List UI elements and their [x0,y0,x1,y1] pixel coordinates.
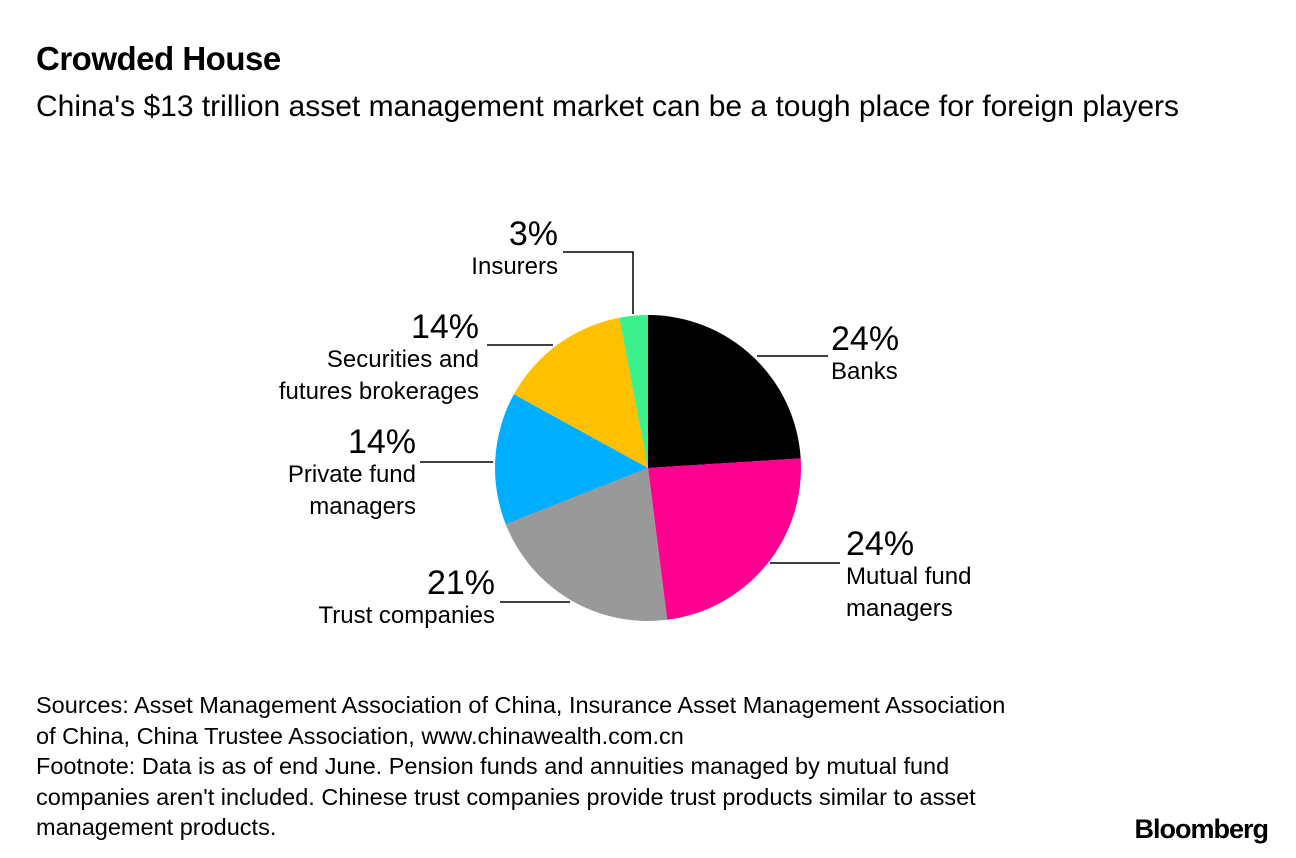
pie-slice [495,394,648,525]
leader-line [563,251,634,314]
category-label: Securities and futures brokerages [278,346,479,405]
category-label: Private fund managers [287,461,416,520]
value-label: 24% [846,525,915,563]
slice-label: 24% Banks [831,322,899,388]
value-label: 3% [508,215,558,253]
slice-label: 21% Trust companies [318,566,495,632]
value-label: 24% [831,320,900,358]
slice-label: 3% Insurers [471,217,558,283]
category-label: Mutual fund managers [846,563,972,622]
value-label: 21% [426,564,495,602]
pie-slice [648,315,801,468]
category-label: Trust companies [318,602,495,629]
category-label: Insurers [471,253,558,280]
subtitle: China's $13 trillion asset management ma… [36,90,1180,123]
notes: Sources: Asset Management Association of… [36,690,1026,843]
slice-label: 14% Private fund managers [288,425,416,523]
category-label: Banks [831,358,898,385]
pie-slice [648,458,801,620]
pie-slice [513,317,648,468]
pie-slice [619,315,648,468]
value-label: 14% [410,308,479,346]
footnote: Footnote: Data is as of end June. Pensio… [36,753,976,840]
slice-label: 14% Securities and futures brokerages [279,310,479,408]
pie-slice [505,468,668,622]
slice-label: 24% Mutual fund managers [846,527,971,625]
sources: Sources: Asset Management Association of… [36,692,1006,749]
logo: Bloomberg [1134,814,1269,844]
value-label: 14% [347,423,416,461]
title: Crowded House [36,40,281,77]
